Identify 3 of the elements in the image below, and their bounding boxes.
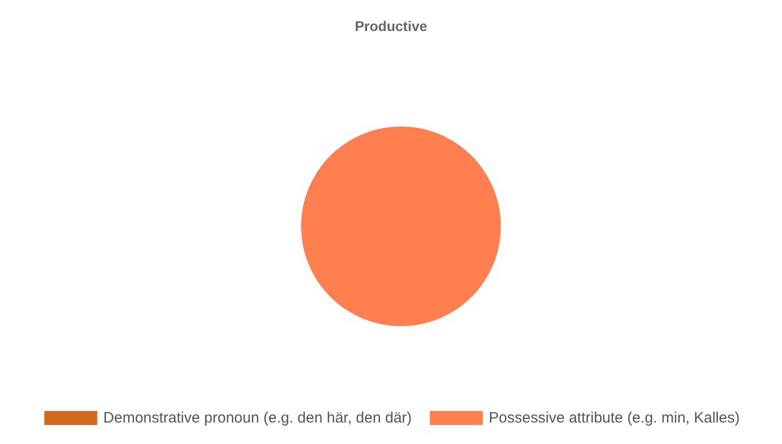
chart-title: Productive [354,18,428,34]
legend-label: Demonstrative pronoun (e.g. den här, den där) [103,410,412,426]
legend-label: Possessive attribute (e.g. min, Kalles) [488,410,740,426]
